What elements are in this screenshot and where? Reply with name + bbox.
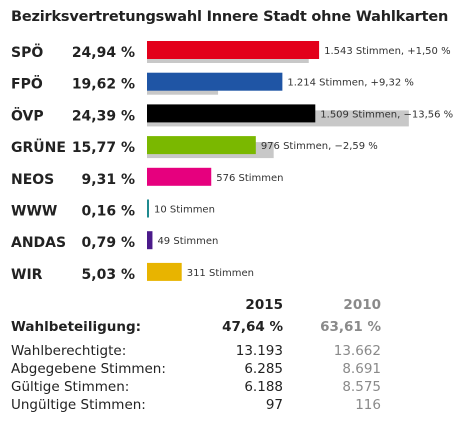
party-label-wir: WIR bbox=[11, 267, 43, 283]
party-label-www: WWW bbox=[11, 204, 57, 220]
bar-2015--vp bbox=[147, 104, 316, 123]
percent-label-sp-: 24,94 % bbox=[72, 45, 135, 61]
invalid-2010: 116 bbox=[355, 397, 381, 413]
bar-2015-wir bbox=[147, 262, 182, 281]
cast-2015: 6.285 bbox=[244, 361, 283, 377]
invalid-2015: 97 bbox=[265, 397, 283, 413]
percent-label--vp: 24,39 % bbox=[72, 108, 135, 124]
bar-2015-sp- bbox=[147, 41, 320, 59]
party-label-neos: NEOS bbox=[11, 172, 54, 188]
results-bar-chart: SPÖ 24,94 % 1.543 Stimmen, +1,50 % FPÖ 19,62… bbox=[11, 41, 453, 283]
eligible-label: Wahlberechtigte: bbox=[11, 343, 127, 359]
bar-2015-gr-ne bbox=[147, 136, 256, 155]
party-label-andas: ANDAS bbox=[11, 235, 66, 251]
invalid-label: Ungültige Stimmen: bbox=[11, 397, 146, 413]
percent-label-neos: 9,31 % bbox=[82, 172, 135, 188]
bar-value-label-andas: 49 Stimmen bbox=[157, 236, 218, 247]
turnout-2015: 47,64 % bbox=[222, 319, 283, 335]
header-2010: 2010 bbox=[343, 297, 381, 313]
percent-label-andas: 0,79 % bbox=[82, 235, 135, 251]
percent-label-www: 0,16 % bbox=[82, 204, 135, 220]
percent-label-fp-: 19,62 % bbox=[72, 77, 135, 93]
valid-2015: 6.188 bbox=[244, 379, 283, 395]
bar-2015-neos bbox=[147, 167, 212, 186]
bar-2015-www bbox=[147, 199, 149, 218]
turnout-label: Wahlbeteiligung: bbox=[11, 319, 142, 335]
bar-value-label-gr-ne: 976 Stimmen, −2,59 % bbox=[261, 141, 378, 152]
valid-2010: 8.575 bbox=[342, 379, 381, 395]
bar-2015-andas bbox=[147, 231, 153, 250]
chart-title: Bezirksvertretungswahl Innere Stadt ohne… bbox=[11, 9, 449, 25]
bar-value-label-www: 10 Stimmen bbox=[154, 205, 215, 216]
bar-value-label--vp: 1.509 Stimmen, −13,56 % bbox=[320, 109, 453, 120]
valid-label: Gültige Stimmen: bbox=[11, 379, 130, 395]
eligible-2010: 13.662 bbox=[333, 343, 381, 359]
percent-label-wir: 5,03 % bbox=[82, 267, 135, 283]
header-2015: 2015 bbox=[245, 297, 283, 313]
bar-2015-fp- bbox=[147, 72, 283, 91]
cast-label: Abgegebene Stimmen: bbox=[11, 361, 166, 377]
party-label--vp: ÖVP bbox=[11, 106, 44, 124]
bar-value-label-neos: 576 Stimmen bbox=[216, 173, 283, 184]
party-label-gr-ne: GRÜNE bbox=[11, 138, 66, 156]
eligible-2015: 13.193 bbox=[235, 343, 283, 359]
party-label-sp-: SPÖ bbox=[11, 43, 43, 61]
bar-value-label-wir: 311 Stimmen bbox=[187, 268, 254, 279]
bar-value-label-sp-: 1.543 Stimmen, +1,50 % bbox=[324, 46, 451, 57]
percent-label-gr-ne: 15,77 % bbox=[72, 140, 135, 156]
turnout-2010: 63,61 % bbox=[320, 319, 381, 335]
party-label-fp-: FPÖ bbox=[11, 75, 43, 93]
bar-value-label-fp-: 1.214 Stimmen, +9,32 % bbox=[287, 78, 414, 89]
cast-2010: 8.691 bbox=[342, 361, 381, 377]
